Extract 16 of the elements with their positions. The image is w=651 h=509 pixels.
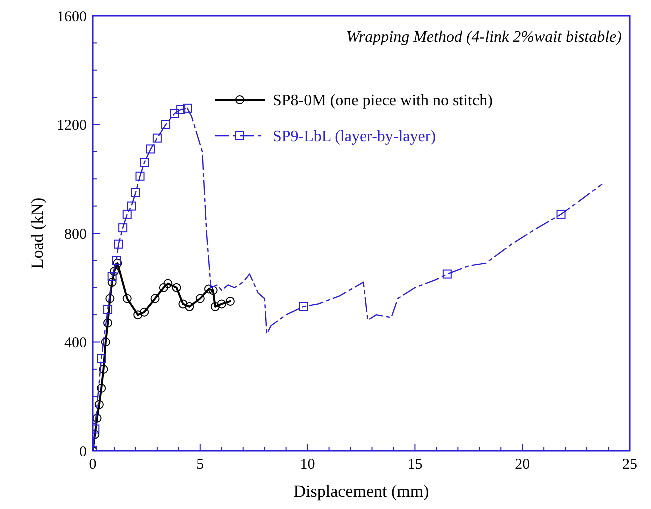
legend-label: SP8-0M (one piece with no stitch) xyxy=(273,92,493,110)
annotation: Wrapping Method (4-link 2%wait bistable) xyxy=(346,29,622,46)
x-tick-label: 20 xyxy=(515,457,530,473)
x-tick-label: 5 xyxy=(196,457,204,473)
y-tick-label: 400 xyxy=(64,336,87,352)
x-tick-label: 25 xyxy=(622,457,638,473)
y-axis-title: Load (kN) xyxy=(28,198,47,270)
x-tick-label: 10 xyxy=(300,457,316,473)
y-tick-label: 1600 xyxy=(57,9,87,26)
x-tick-label: 0 xyxy=(89,457,97,473)
y-tick-label: 1200 xyxy=(57,118,87,134)
x-tick-label: 15 xyxy=(408,457,423,473)
y-tick-label: 800 xyxy=(64,226,87,243)
x-axis-title: Displacement (mm) xyxy=(294,482,430,501)
y-tick-label: 0 xyxy=(80,444,87,460)
legend-label: SP9-LbL (layer-by-layer) xyxy=(273,128,436,146)
